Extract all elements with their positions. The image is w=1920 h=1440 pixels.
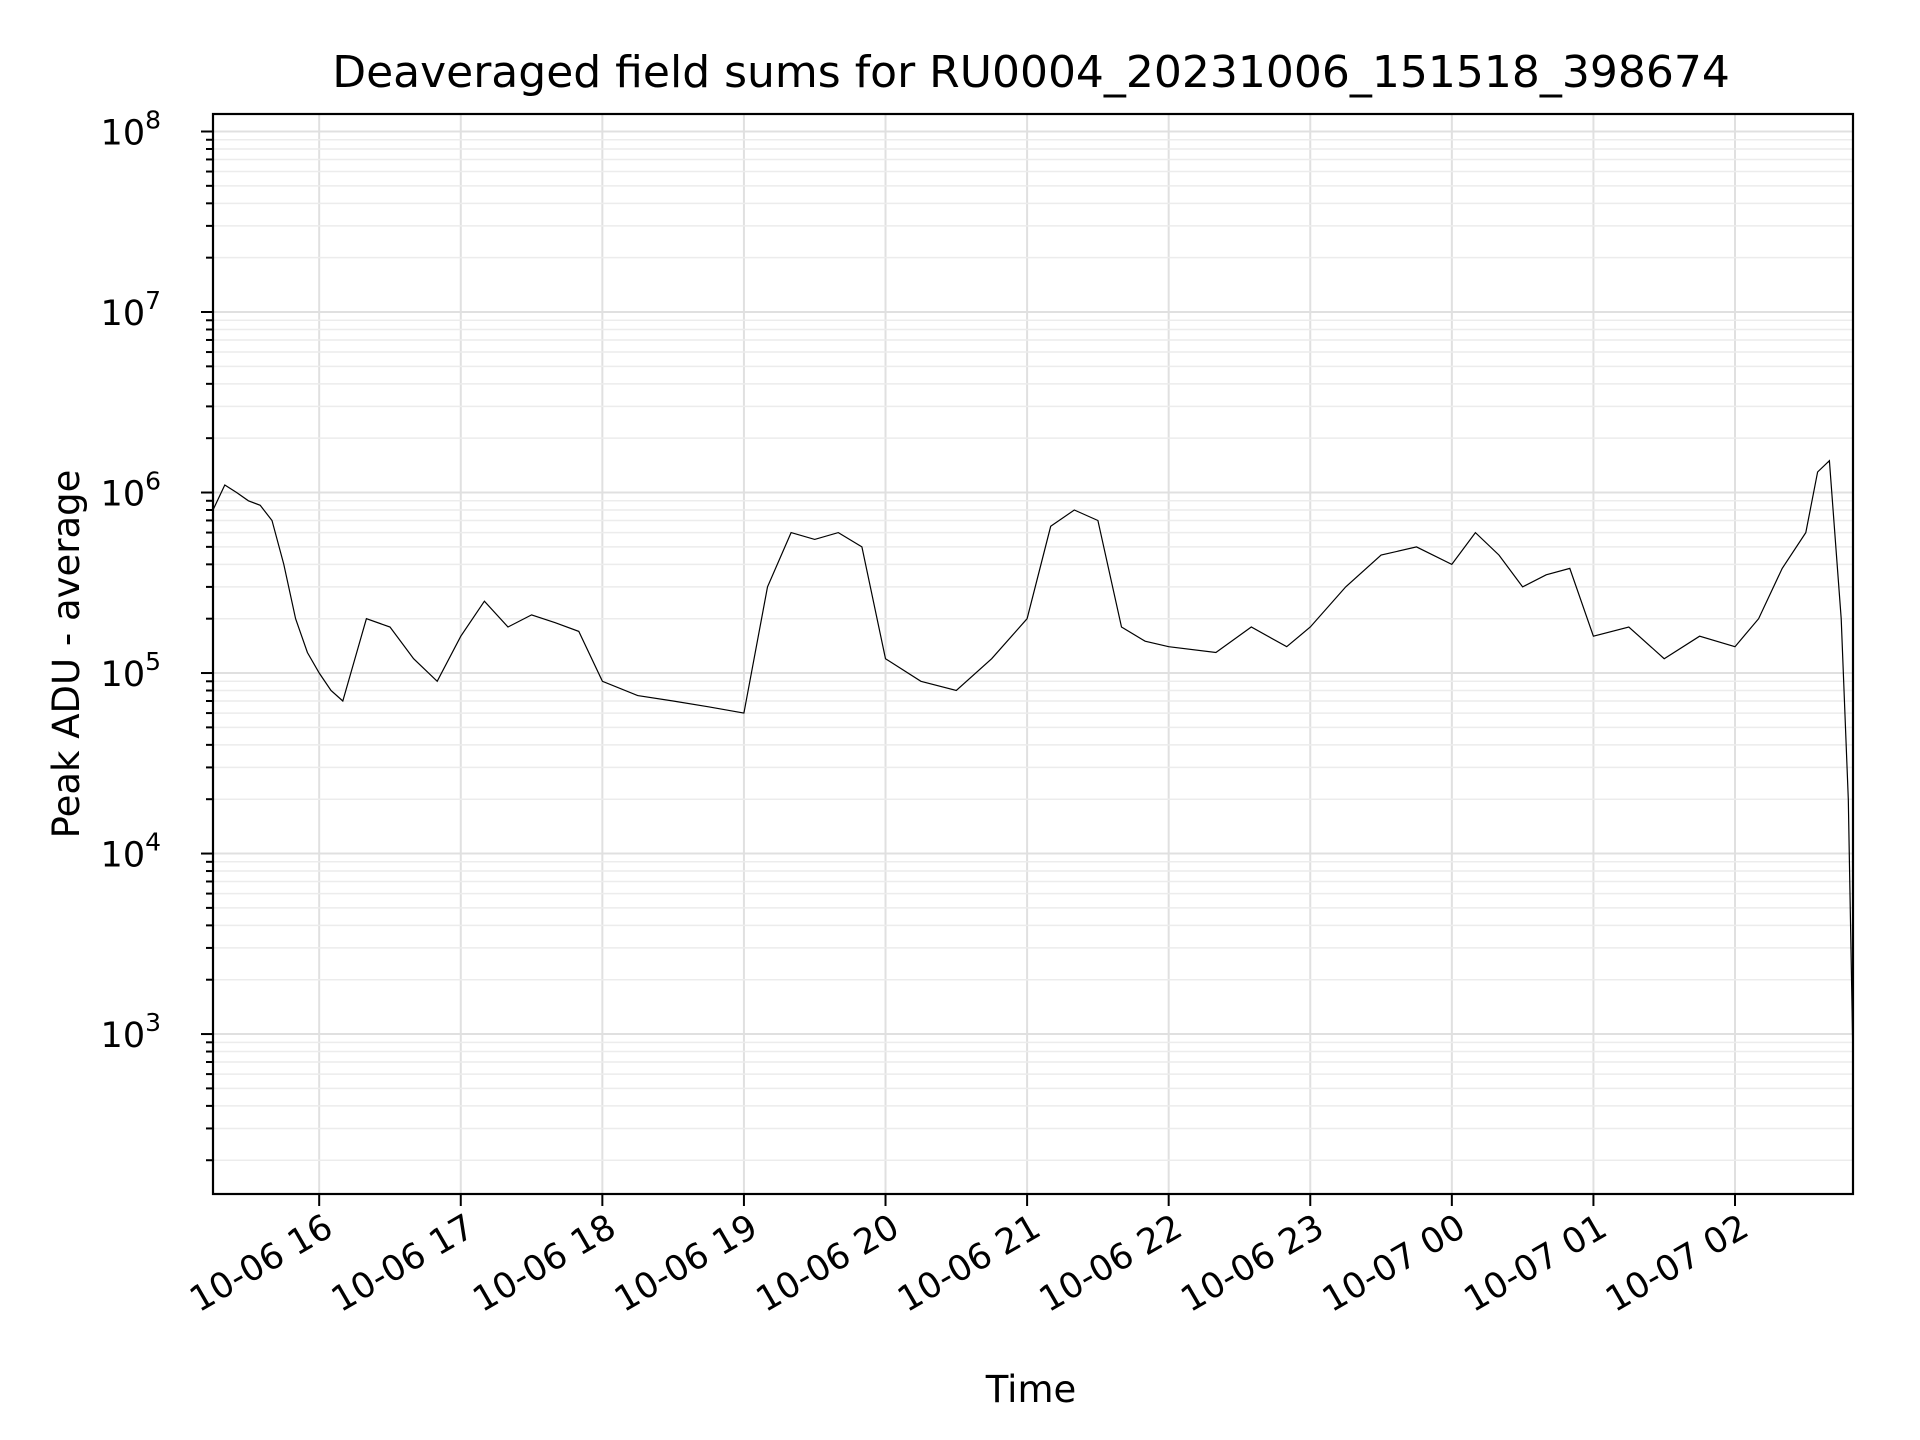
x-tick-label: 10-06 19 — [608, 1207, 764, 1320]
y-tick-base: 10 — [101, 655, 146, 695]
y-tick-label: 108 — [101, 105, 161, 153]
y-tick-label: 104 — [101, 828, 161, 876]
y-tick-exponent: 3 — [145, 1008, 161, 1037]
y-tick-base: 10 — [101, 475, 146, 515]
y-axis-label: Peak ADU - average — [45, 470, 88, 839]
x-tick-label: 10-07 02 — [1599, 1207, 1755, 1320]
series-line — [212, 459, 1854, 1063]
chart-title: Deaveraged field sums for RU0004_2023100… — [332, 47, 1730, 98]
y-tick-base: 10 — [101, 294, 146, 334]
y-tick-label: 105 — [101, 647, 161, 695]
y-tick-base: 10 — [101, 113, 146, 153]
y-tick-exponent: 4 — [145, 828, 161, 857]
y-tick-exponent: 8 — [145, 105, 161, 134]
x-tick-label: 10-06 16 — [183, 1207, 339, 1320]
y-tick-label: 107 — [101, 286, 161, 334]
y-tick-base: 10 — [101, 1016, 146, 1056]
x-tick-label: 10-06 17 — [325, 1207, 481, 1320]
y-tick-label: 103 — [101, 1008, 161, 1056]
x-tick-label: 10-07 00 — [1316, 1207, 1472, 1320]
x-tick-label: 10-06 20 — [750, 1207, 906, 1320]
x-tick-label: 10-06 18 — [467, 1207, 623, 1320]
x-tick-label: 10-06 22 — [1033, 1207, 1189, 1320]
grid — [213, 114, 1853, 1194]
plot-frame — [211, 112, 1855, 1196]
x-axis-label: Time — [985, 1368, 1077, 1411]
y-tick-base: 10 — [101, 836, 146, 876]
x-tick-label: 10-07 01 — [1458, 1207, 1614, 1320]
series-layer — [212, 459, 1854, 1063]
x-tick-label: 10-06 23 — [1174, 1207, 1330, 1320]
x-tick-label: 10-06 21 — [891, 1207, 1047, 1320]
y-tick-label: 106 — [101, 467, 161, 515]
y-tick-exponent: 7 — [145, 286, 161, 315]
y-tick-exponent: 6 — [145, 467, 161, 496]
y-tick-exponent: 5 — [145, 647, 161, 676]
